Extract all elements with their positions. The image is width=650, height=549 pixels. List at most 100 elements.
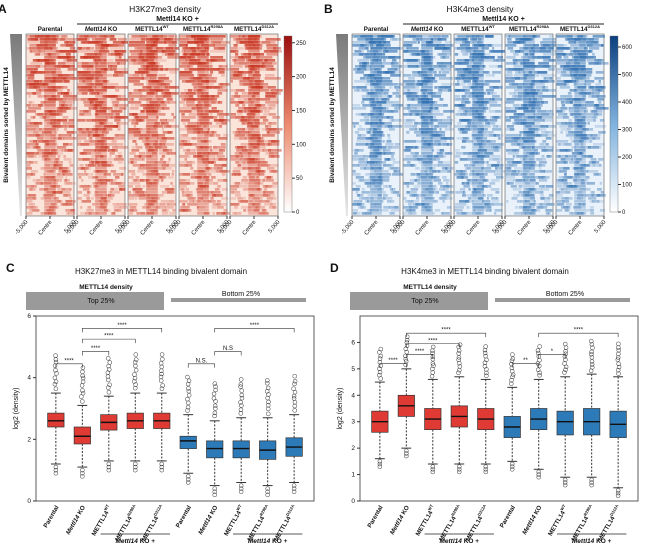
heatmap-centre-signal [146,110,158,113]
heatmap-signal [183,149,196,152]
heatmap-signal [404,140,416,143]
heatmap-signal [458,107,473,110]
heatmap-centre-signal [523,65,535,68]
heatmap-signal [67,149,73,152]
heatmap-signal [456,77,461,80]
heatmap-signal [26,65,41,68]
heatmap-signal [365,143,375,146]
heatmap-signal [132,140,137,143]
heatmap-signal [560,101,565,104]
heatmap-centre-signal [574,53,586,56]
heatmap-signal [441,167,447,170]
heatmap-signal [116,209,121,212]
heatmap-signal [361,197,369,200]
heatmap-centre-signal [523,206,535,209]
heatmap-signal [201,53,210,56]
heatmap-signal [272,116,281,119]
heatmap-signal [184,191,193,194]
heatmap-signal [495,191,500,194]
heatmap-signal [410,173,422,176]
heatmap-signal [147,86,161,89]
heatmap-signal [207,161,213,164]
outlier [483,353,488,359]
heatmap-signal [512,161,522,164]
x-tick-label: Centre [568,219,584,236]
heatmap-signal [98,74,113,77]
heatmap-centre-signal [574,113,586,116]
heatmap-signal [118,188,123,191]
heatmap-signal [162,212,169,215]
heatmap-signal [190,167,194,170]
heatmap-centre-signal [197,161,209,164]
heatmap-signal [372,107,384,110]
heatmap-signal [415,167,420,170]
heatmap-signal [254,182,264,185]
heatmap-signal [473,77,479,80]
heatmap-signal [438,53,452,56]
heatmap-signal [510,185,517,188]
heatmap-signal [424,206,432,209]
box-8 [259,378,277,498]
heatmap-signal [389,188,393,191]
heatmap-signal [231,95,241,98]
heatmap-centre-signal [197,188,209,191]
heatmap-centre-signal [95,53,107,56]
heatmap-signal [236,128,245,131]
colorbar-label: 0 [622,210,626,216]
heatmap-signal [271,155,279,158]
heatmap-centre-signal [248,149,260,152]
heatmap-signal [46,176,55,179]
heatmap-signal [254,83,269,86]
heatmap-signal [94,185,100,188]
heatmap-signal [591,89,602,92]
heatmap-signal [390,209,400,212]
heatmap-signal [212,194,217,197]
heatmap-signal [383,197,386,200]
outlier [238,486,244,491]
heatmap-signal [205,167,213,170]
heatmap-signal [155,38,171,41]
heatmap-signal [47,140,58,143]
outlier [589,338,594,344]
heatmap-signal [517,143,524,146]
heatmap-signal [532,197,536,200]
heatmap-signal [535,182,539,185]
heatmap-signal [522,176,531,179]
heatmap-signal [152,206,160,209]
heatmap-signal [41,116,50,119]
heatmap-centre-signal [197,152,209,155]
heatmap-centre-signal [248,140,260,143]
heatmap-signal [34,182,43,185]
heatmap-signal [206,53,210,56]
heatmap-signal [359,197,367,200]
heatmap-signal [417,158,421,161]
heatmap-signal [164,38,179,41]
heatmap-signal [586,59,600,62]
heatmap-centre-signal [370,182,382,185]
outlier [186,400,191,406]
heatmap-centre-signal [574,134,586,137]
heatmap-signal [192,53,205,56]
heatmap-signal [368,143,381,146]
heatmap-signal [520,212,527,215]
heatmap-signal [268,140,280,143]
heatmap-signal [49,89,63,92]
heatmap-signal [197,206,206,209]
significance-bracket [55,363,83,368]
heatmap-signal [416,176,422,179]
heatmap-centre-signal [95,149,107,152]
heatmap-signal [352,155,365,158]
heatmap-signal [510,143,521,146]
heatmap-signal [97,164,101,167]
heatmap-signal [429,104,443,107]
heatmap-signal [146,212,154,215]
heatmap-signal [186,80,197,83]
heatmap-signal [365,80,380,83]
heatmap-signal [112,146,118,149]
outlier [186,378,192,384]
significance-bracket [214,351,242,356]
outlier [53,386,59,391]
heatmap-signal [202,152,213,155]
heatmap-centre-signal [370,134,382,137]
heatmap-signal [487,194,493,197]
